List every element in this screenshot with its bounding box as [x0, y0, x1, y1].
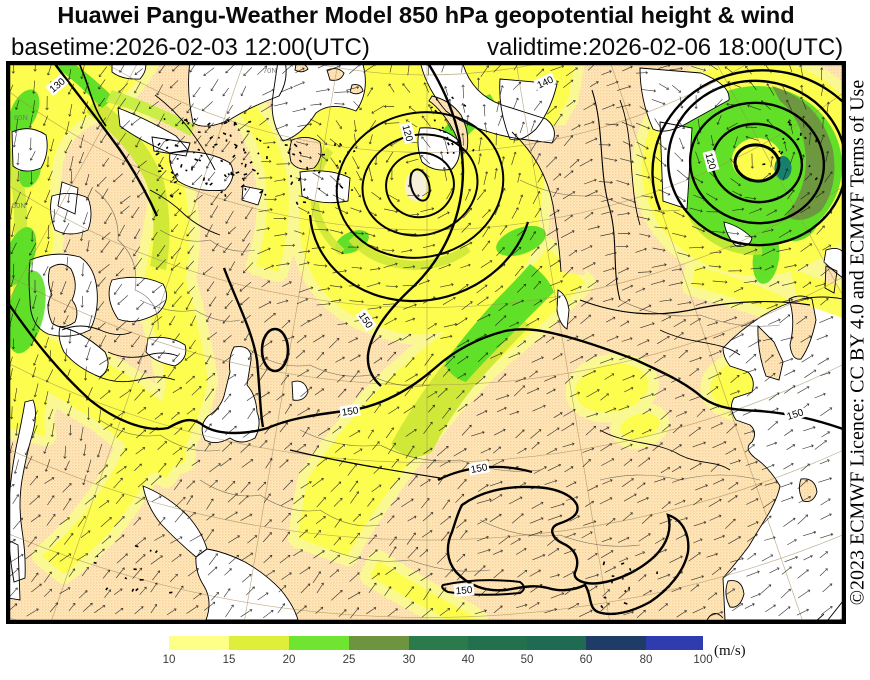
- svg-text:70N: 70N: [263, 66, 277, 75]
- svg-text:150: 150: [341, 405, 359, 418]
- svg-text:150: 150: [455, 585, 473, 597]
- svg-text:50N: 50N: [12, 201, 26, 210]
- svg-text:60N: 60N: [14, 113, 28, 122]
- svg-text:150: 150: [470, 462, 489, 476]
- svg-text:150: 150: [786, 407, 806, 423]
- svg-text:120: 120: [399, 124, 414, 143]
- svg-text:120: 120: [702, 152, 717, 171]
